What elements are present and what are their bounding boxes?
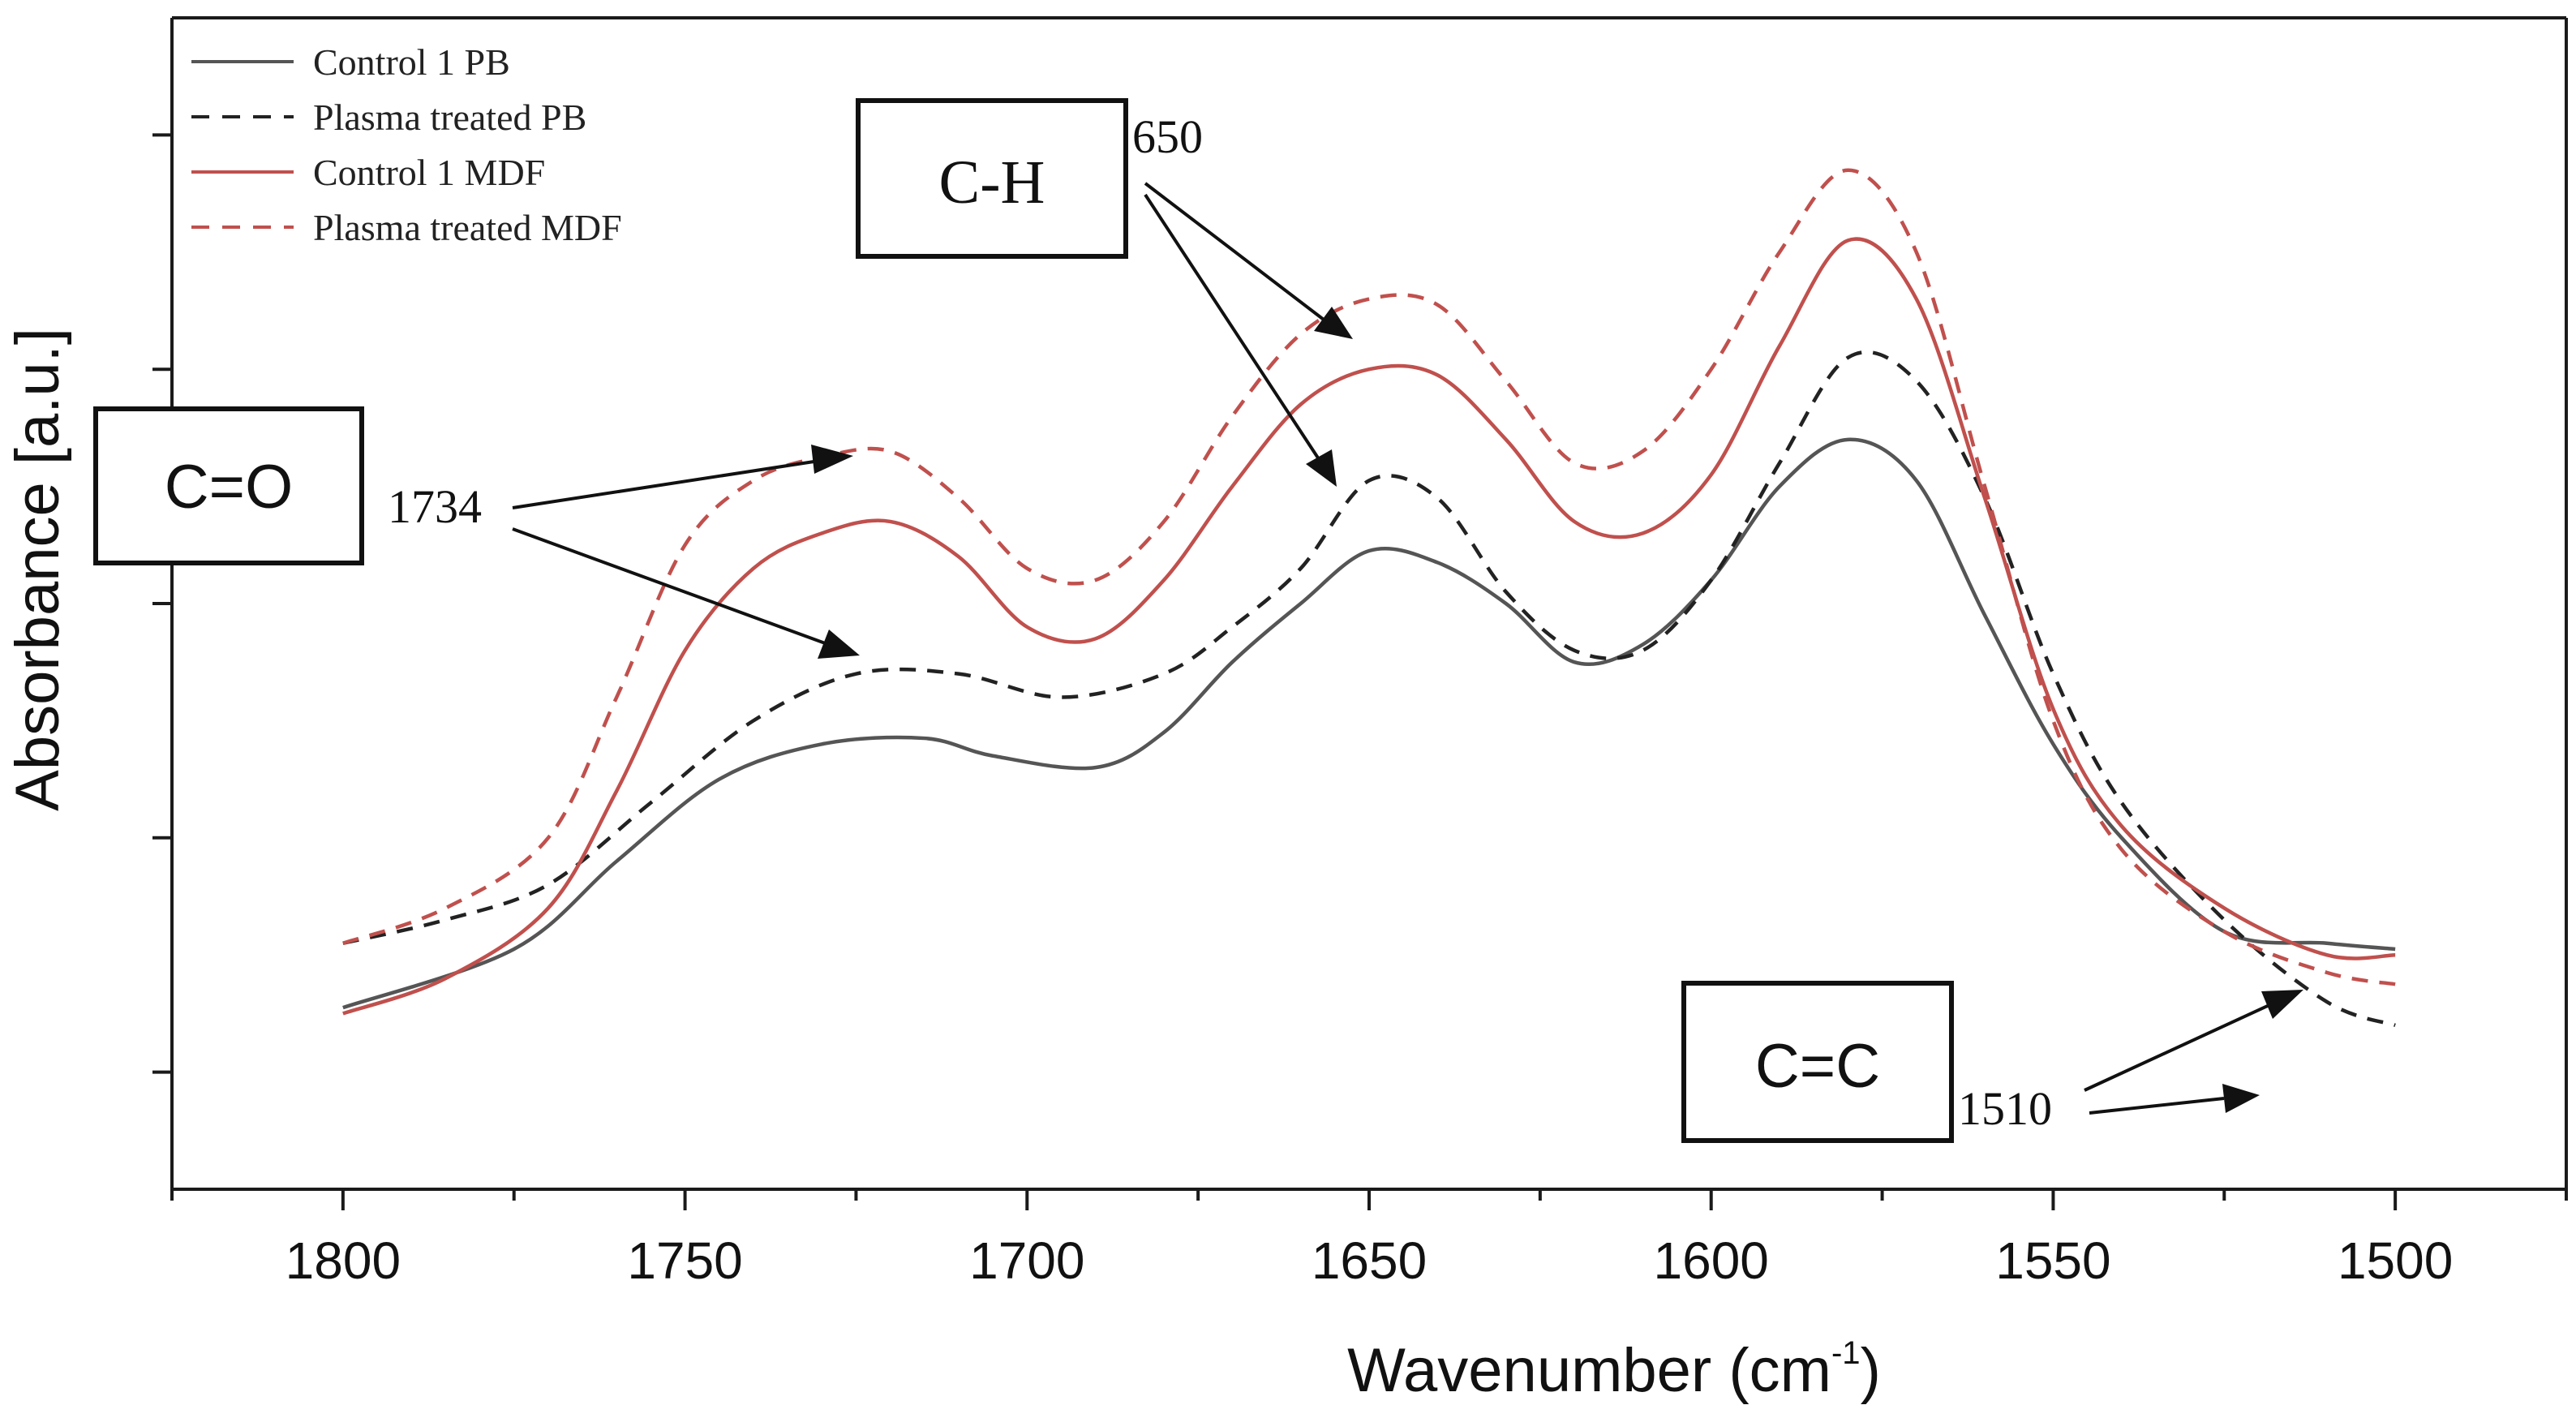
annotation-box-ch: [856, 98, 1128, 259]
x-axis-title-superscript: -1: [1831, 1335, 1861, 1371]
x-tick-label-1800: 1800: [286, 1231, 401, 1290]
x-tick-label-1650: 1650: [1312, 1231, 1427, 1290]
annotation-box-cc: [1681, 981, 1954, 1143]
legend-label-plasma-pb: Plasma treated PB: [313, 97, 586, 138]
x-axis-title-close: ): [1861, 1336, 1881, 1405]
x-tick-label-1500: 1500: [2338, 1231, 2453, 1290]
legend-label-control-mdf: Control 1 MDF: [313, 152, 545, 193]
x-axis-title-main: Wavenumber (cm: [1347, 1336, 1831, 1405]
x-tick-label-1600: 1600: [1654, 1231, 1769, 1290]
series-control-pb: [342, 437, 2396, 1010]
annotation-box-co: [93, 406, 364, 565]
arrow-650-lower: [1144, 193, 1320, 461]
arrow-1734-upper: [512, 459, 820, 509]
arrow-650-lower-head: [1306, 449, 1337, 487]
series-control-mdf: [342, 237, 2396, 1016]
arrow-1734-lower: [512, 527, 828, 646]
y-axis-title: Absorbance [a.u.]: [3, 328, 72, 811]
arrow-1734-upper-head: [811, 445, 853, 474]
peak-label-1510: 1510: [1958, 1082, 2052, 1135]
x-tick-label-1700: 1700: [969, 1231, 1084, 1290]
legend: Control 1 PB Plasma treated PB Control 1…: [191, 41, 622, 248]
peak-label-650: 650: [1132, 110, 1203, 163]
peak-label-1734: 1734: [388, 480, 482, 533]
annotation-co: C=O 1734: [93, 406, 860, 659]
annotation-ch: C-H 650: [856, 98, 1353, 487]
x-tick-group: 1800 1750 1700 1650 1600 1550 1500: [170, 1189, 2568, 1290]
y-tick-group: [152, 133, 172, 1074]
arrow-1734-lower-head: [818, 630, 860, 659]
arrow-1510-lower: [2089, 1097, 2225, 1115]
arrow-1510-lower-head: [2222, 1084, 2260, 1113]
legend-label-control-pb: Control 1 PB: [313, 41, 510, 83]
legend-label-plasma-mdf: Plasma treated MDF: [313, 207, 622, 248]
series-group: [342, 168, 2396, 1027]
arrow-1510-upper: [2084, 1003, 2272, 1092]
arrow-1510-upper-head: [2261, 990, 2303, 1019]
arrow-650-upper: [1144, 182, 1325, 321]
plot-axes: [170, 16, 2568, 1191]
series-plasma-pb: [342, 350, 2396, 1027]
annotation-label-ch: C-H: [939, 148, 1045, 217]
x-tick-label-1750: 1750: [627, 1231, 742, 1290]
annotation-label-co: C=O: [165, 453, 293, 522]
annotation-label-cc: C=C: [1755, 1032, 1880, 1101]
x-tick-label-1550: 1550: [1995, 1231, 2110, 1290]
arrow-650-upper-head: [1314, 307, 1353, 339]
series-plasma-mdf: [342, 168, 2396, 986]
x-axis-title: Wavenumber (cm-1): [1347, 1335, 1881, 1405]
annotation-cc: C=C 1510: [1681, 981, 2303, 1143]
